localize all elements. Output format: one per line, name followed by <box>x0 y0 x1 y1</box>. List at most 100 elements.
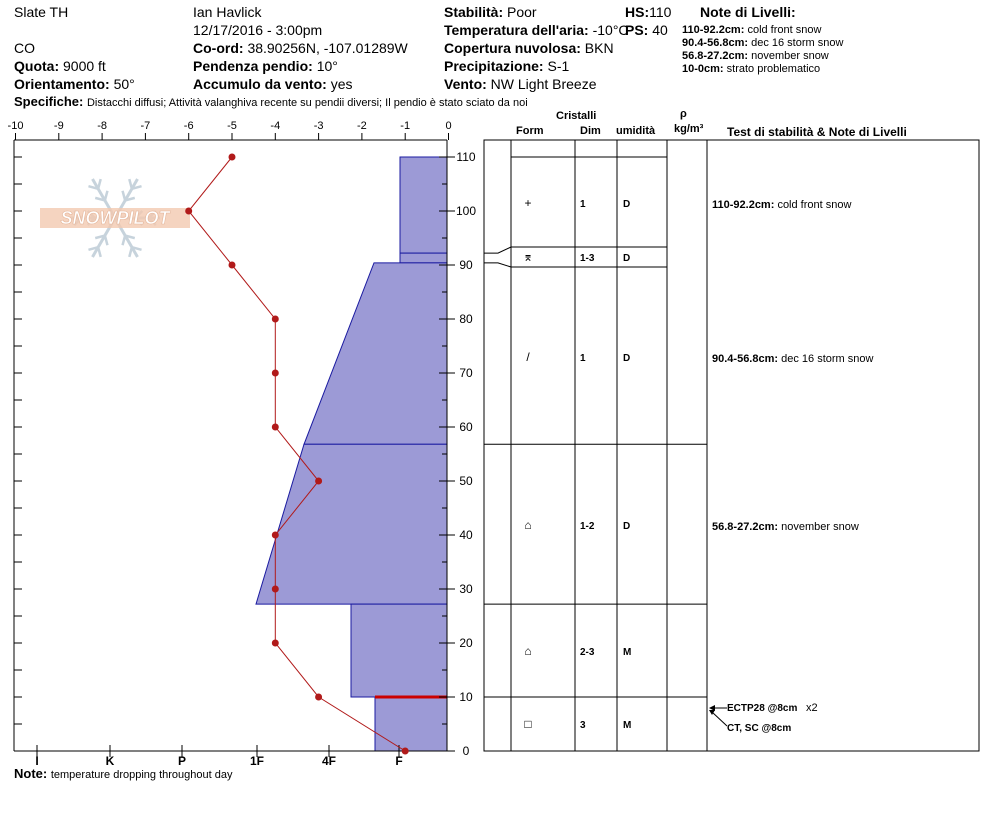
wind-loading-row: Accumulo da vento: yes <box>193 77 352 91</box>
stability-row: Stabilità: Poor <box>444 5 537 19</box>
observer-name: Ian Havlick <box>193 4 262 20</box>
table-layer-note: 90.4-56.8cm: dec 16 storm snow <box>712 353 873 365</box>
note-value: temperature dropping throughout day <box>50 769 233 781</box>
hardness-layer <box>350 603 448 698</box>
snowflake-branch <box>131 184 142 190</box>
temperature-line <box>188 156 406 752</box>
stability-test: CT, SC @8cm <box>727 723 791 734</box>
crystal-size: 1 <box>580 199 586 210</box>
size-header: Dim <box>580 125 601 137</box>
hardness-layer <box>255 443 448 605</box>
hardness-layers <box>255 156 448 752</box>
layer-note-text: strato problematico <box>723 63 821 75</box>
hardness-tick-label: 4F <box>322 754 336 768</box>
stability-test-count: x2 <box>806 702 818 714</box>
table-layer-note: 110-92.2cm: cold front snow <box>712 199 851 211</box>
layer-note-range: 56.8-27.2cm: <box>682 50 749 62</box>
location-name: Slate TH <box>14 4 69 20</box>
air-temp-label: Temperatura dell'aria: <box>444 22 589 38</box>
table-frame <box>483 139 980 752</box>
table-layer-note-text: cold front snow <box>777 199 851 211</box>
height-tick-label: 60 <box>459 420 473 434</box>
snowflake-branch <box>96 246 102 258</box>
hardness-tick-label: I <box>35 754 38 768</box>
temperature-profile <box>185 153 409 755</box>
layer-note-range: 90.4-56.8cm: <box>682 37 749 49</box>
crystal-size: 1-2 <box>580 521 595 532</box>
temp-tick-label: -10 <box>8 120 24 132</box>
precip-row: Precipitazione: S-1 <box>444 59 569 73</box>
watermark-band <box>40 208 190 228</box>
crystal-form-symbol: ⌂ <box>524 644 531 658</box>
moisture-value: D <box>623 353 630 364</box>
test-arrow-head <box>709 710 715 715</box>
sky-row: Copertura nuvolosa: BKN <box>444 41 614 55</box>
density-header: ρ <box>680 108 687 120</box>
sky-label: Copertura nuvolosa: <box>444 40 581 56</box>
observation-datetime: 12/17/2016 - 3:00pm <box>193 22 323 38</box>
temp-tick-label: -7 <box>141 120 151 132</box>
elevation-label: Quota: <box>14 58 60 74</box>
watermark-text: SNOWPILOT <box>61 208 172 228</box>
layer-note-item: 90.4-56.8cm: dec 16 storm snow <box>682 38 843 49</box>
stability-value: Poor <box>507 4 537 20</box>
temperature-point <box>271 315 279 323</box>
temperature-point <box>315 477 323 485</box>
height-tick-label: 110 <box>456 150 475 164</box>
crystal-size: 1 <box>580 353 586 364</box>
height-tick-label: 10 <box>459 690 473 704</box>
aspect-value: 50° <box>113 76 135 92</box>
height-tick-label: 30 <box>459 582 473 596</box>
layer-note-item: 110-92.2cm: cold front snow <box>682 25 821 36</box>
layer-note-text: dec 16 storm snow <box>748 37 844 49</box>
layer-connector <box>484 262 512 268</box>
snowflake-branch <box>88 184 99 190</box>
table-layer-note-text: dec 16 storm snow <box>781 353 873 365</box>
chart-axes: -10 -9 -8 -7 -6 -5 -4 -3 -2 -1 0010203040506070809… <box>8 120 477 768</box>
table-layer-note: 56.8-27.2cm: november snow <box>712 521 859 533</box>
elevation-value: 9000 ft <box>63 58 106 74</box>
note-label: Note: <box>14 766 48 781</box>
snowflake-branch <box>131 246 142 252</box>
height-tick-label: 70 <box>459 366 473 380</box>
height-tick-label: 80 <box>459 312 473 326</box>
crystal-size: 3 <box>580 720 586 731</box>
test-arrow-head <box>709 705 715 711</box>
temperature-point <box>228 153 236 161</box>
hardness-layer <box>374 696 448 752</box>
wind-row: Vento: NW Light Breeze <box>444 77 597 91</box>
wind-value: NW Light Breeze <box>490 76 597 92</box>
snowflake-branch <box>128 246 134 258</box>
temperature-point <box>271 585 279 593</box>
test-arrow-line <box>711 711 728 727</box>
height-tick-label: 90 <box>459 258 473 272</box>
moisture-value: M <box>623 720 631 731</box>
coords-row: Co-ord: 38.90256N, -107.01289W <box>193 41 408 55</box>
moisture-value: D <box>623 199 630 210</box>
crystals-header: Cristalli <box>556 110 597 122</box>
temp-tick-label: -3 <box>314 120 324 132</box>
temperature-point <box>228 261 236 269</box>
crystal-form-symbol: ⌆ <box>523 250 533 264</box>
snowflake-branch <box>103 235 109 246</box>
temp-tick-label: -8 <box>97 120 107 132</box>
hardness-tick-label: 1F <box>250 754 264 768</box>
moisture-value: M <box>623 647 631 658</box>
form-header: Form <box>516 125 544 137</box>
temp-tick-label: -9 <box>54 120 64 132</box>
precip-value: S-1 <box>547 58 570 74</box>
ps-label: PS: <box>625 22 649 38</box>
precip-label: Precipitazione: <box>444 58 544 74</box>
ps-row: PS: 40 <box>625 23 668 37</box>
layer-connector <box>484 246 512 254</box>
elevation-row: Quota: 9000 ft <box>14 59 106 73</box>
ps-value: 40 <box>652 22 668 38</box>
temp-tick-label: -4 <box>270 120 280 132</box>
height-tick-label: 20 <box>459 636 473 650</box>
crystal-form-symbol: □ <box>524 717 531 731</box>
temperature-point <box>271 639 279 647</box>
snowflake-branch <box>88 246 99 252</box>
height-tick-label: 0 <box>463 744 470 758</box>
table-layer-note-range: 56.8-27.2cm: <box>712 521 781 533</box>
